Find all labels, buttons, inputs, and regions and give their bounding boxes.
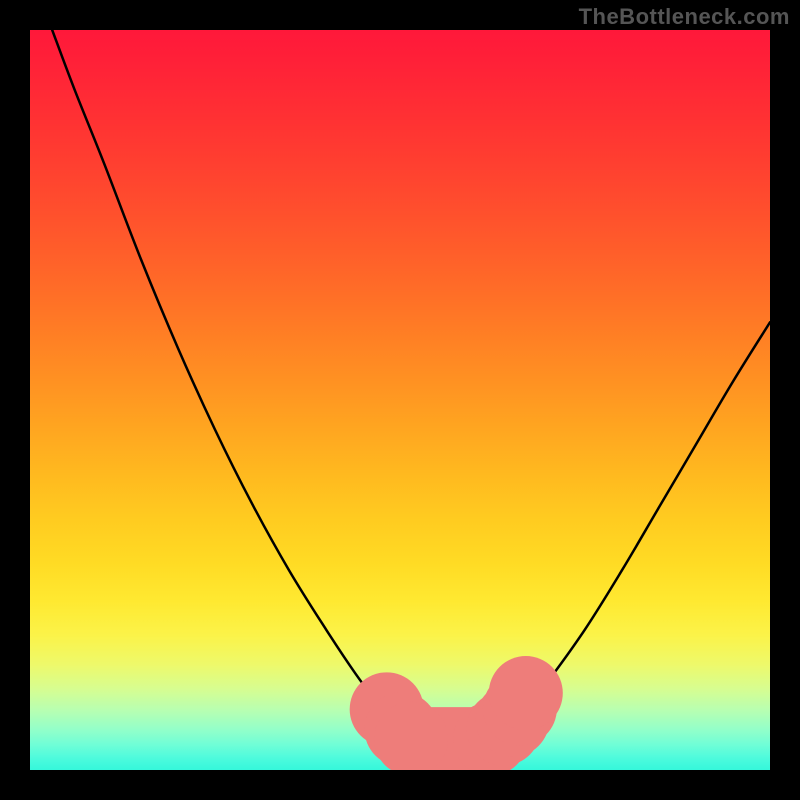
- marker-dot: [489, 656, 563, 730]
- watermark-label: TheBottleneck.com: [579, 4, 790, 30]
- figure-root: TheBottleneck.com: [0, 0, 800, 800]
- bottleneck-chart: [30, 30, 770, 770]
- chart-background: [30, 30, 770, 770]
